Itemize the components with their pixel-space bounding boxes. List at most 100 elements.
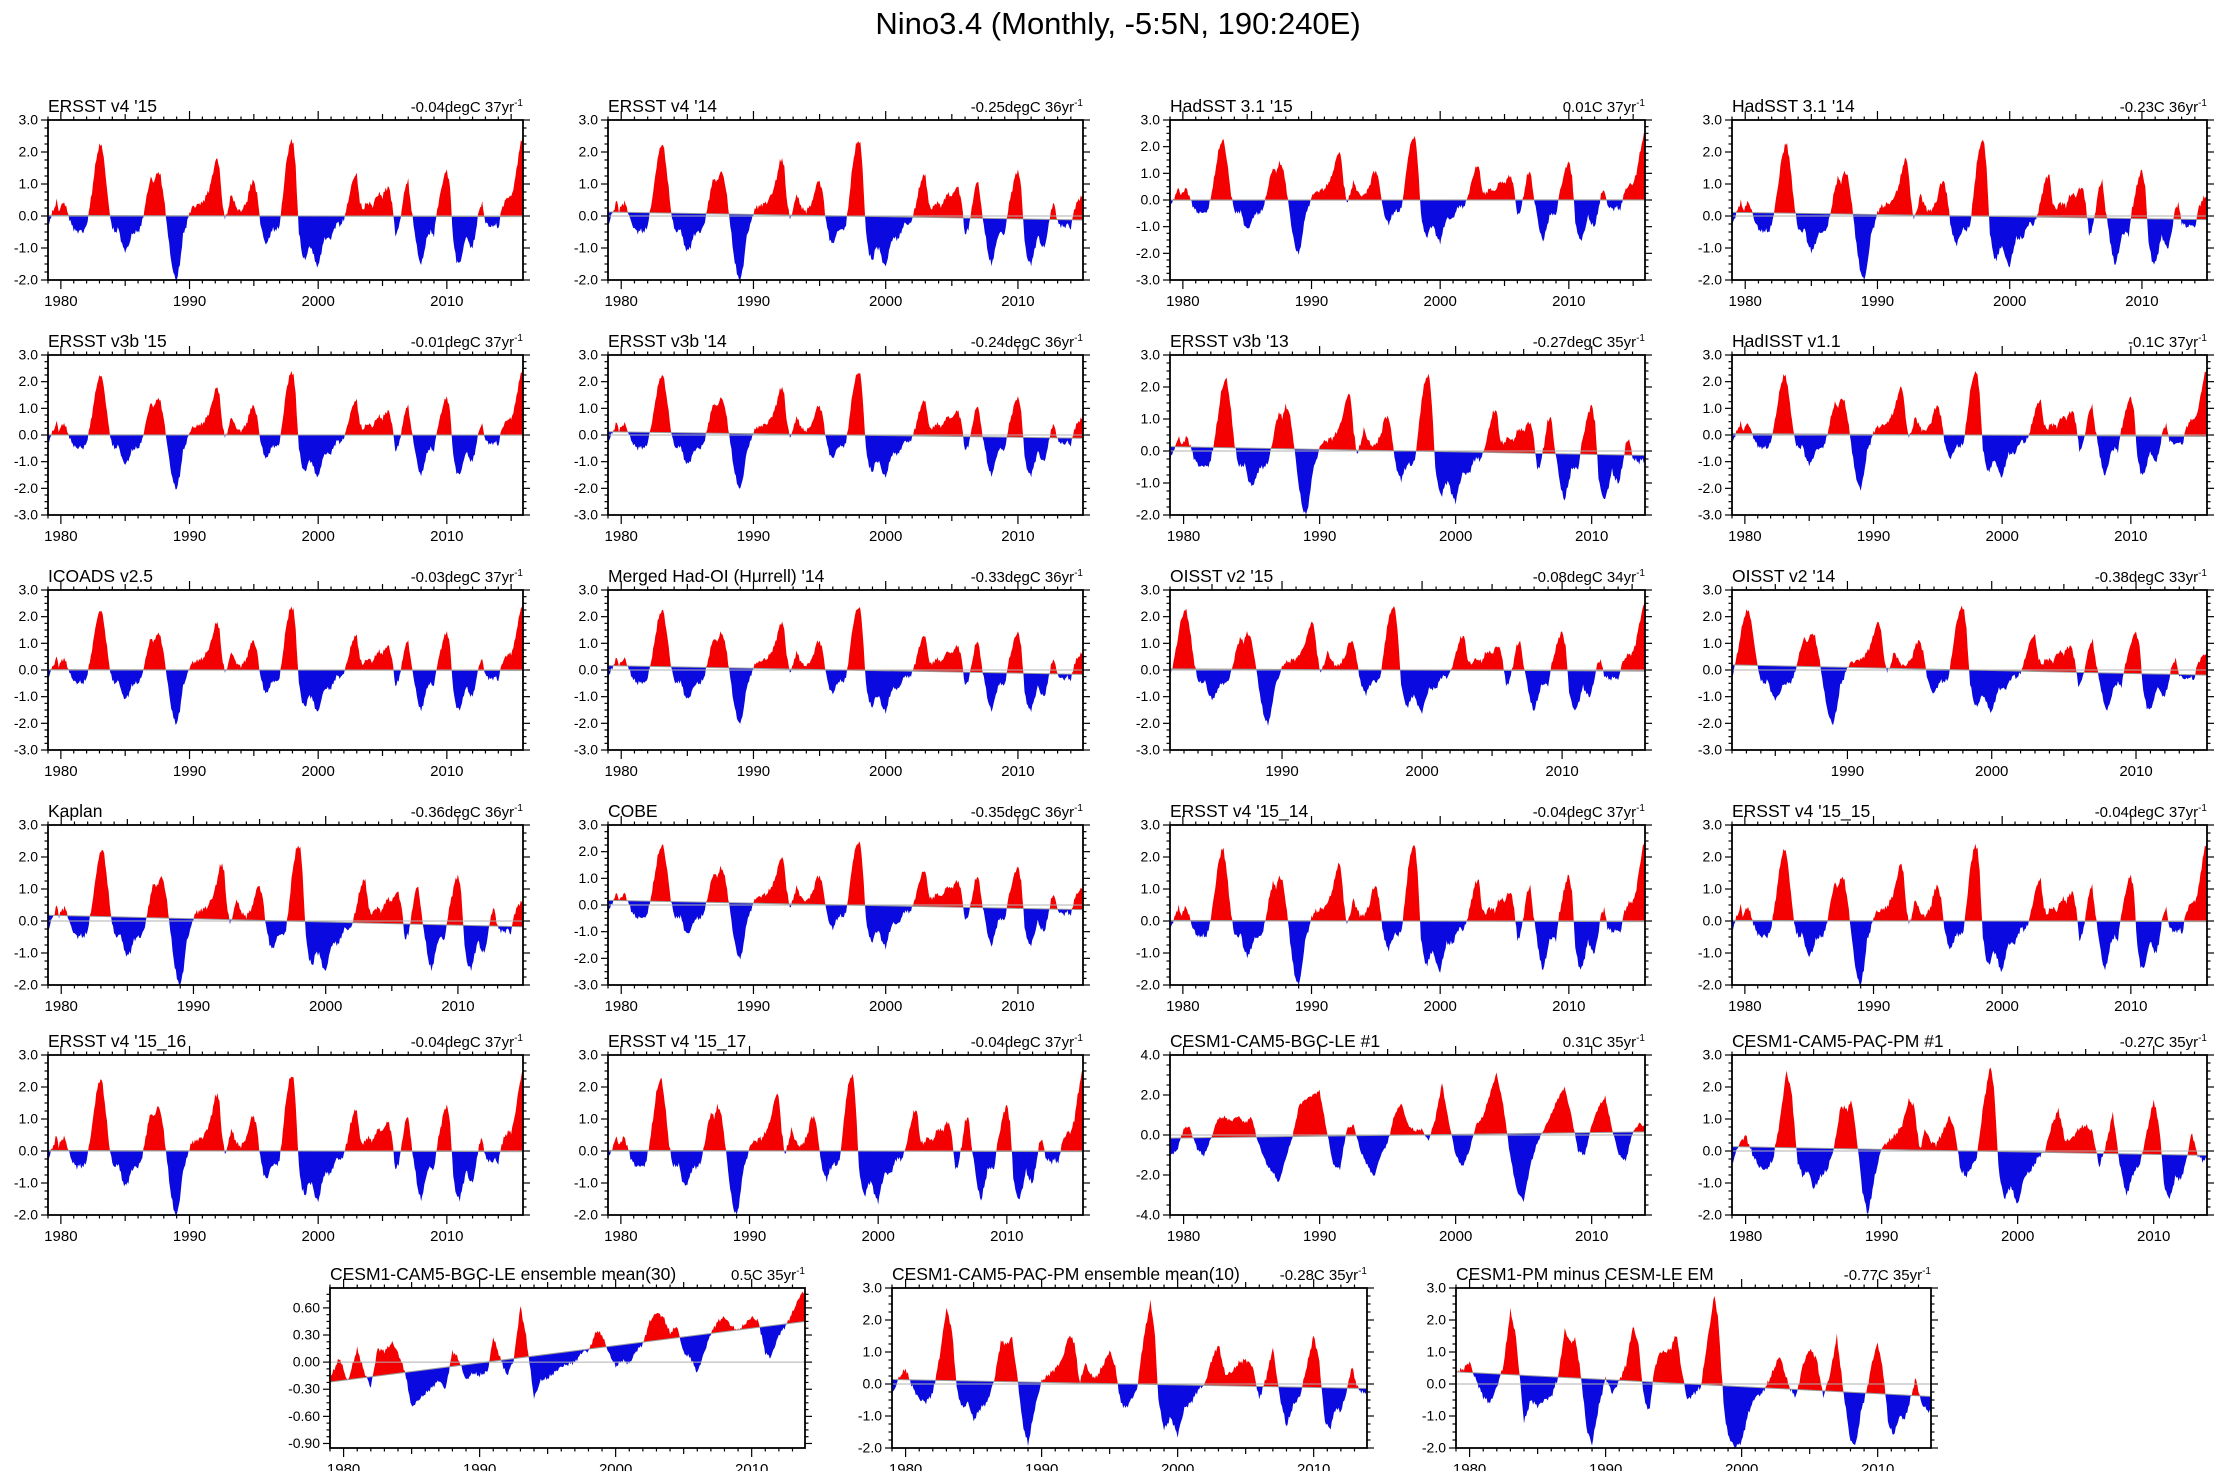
negative-anomaly-fill [1908,920,1910,925]
negative-anomaly-fill [1393,450,1417,483]
positive-anomaly-fill [2084,638,2099,673]
trend-line [329,1320,806,1383]
negative-anomaly-fill [1684,1383,1702,1400]
positive-anomaly-fill [344,634,394,671]
positive-anomaly-fill [1038,1139,1045,1152]
negative-anomaly-fill [606,1342,644,1368]
negative-anomaly-fill [109,434,144,465]
positive-anomaly-fill [1321,640,1359,670]
y-tick-label: 4.0 [1141,1047,1161,1063]
positive-anomaly-fill [1450,635,1504,671]
negative-anomaly-fill [1507,1133,1543,1203]
negative-anomaly-fill [1023,218,1050,267]
axis-ticks [601,111,1090,289]
positive-anomaly-fill [912,636,964,673]
positive-anomaly-fill [1281,622,1320,670]
positive-anomaly-fill [1347,885,1382,921]
negative-anomaly-fill [1515,921,1523,942]
y-tick-label: -1.0 [574,923,598,939]
x-tick-label: 2010 [441,998,474,1015]
negative-anomaly-fill [2168,921,2185,934]
negative-anomaly-fill [109,1150,144,1187]
x-tick-label: 2000 [1975,763,2008,780]
x-tick-label: 1990 [1025,1461,1058,1471]
negative-anomaly-fill [784,1150,787,1154]
negative-anomaly-fill [1853,214,1877,280]
positive-anomaly-fill [1381,606,1401,670]
y-tick-label: 3.0 [1141,582,1161,598]
negative-anomaly-fill [484,1151,501,1165]
negative-anomaly-fill [1287,920,1311,985]
negative-anomaly-fill [412,216,437,266]
x-tick-label: 1980 [605,293,638,310]
negative-anomaly-fill [460,1361,490,1380]
positive-anomaly-fill [1430,1083,1452,1135]
x-tick-label: 2010 [1545,763,1578,780]
panel-title: ERSST v4 '15_15 [1732,801,1870,822]
negative-anomaly-fill [728,214,754,280]
positive-anomaly-fill [1203,1345,1257,1387]
x-tick-label: 1980 [1729,293,1762,310]
negative-anomaly-fill [1603,670,1621,681]
negative-anomaly-fill [1849,920,1873,985]
positive-anomaly-fill [478,1137,485,1152]
trend-annotation: 0.31C 35yr-1 [1563,1033,1646,1051]
x-tick-label: 2000 [1439,528,1472,545]
y-tick-label: -2.0 [1136,977,1160,993]
negative-anomaly-fill [1642,1381,1653,1410]
x-tick-label: 2000 [301,528,334,545]
axis-ticks [1725,346,2214,524]
y-tick-label: 3.0 [579,582,599,598]
x-tick-label: 1980 [1167,528,1200,545]
positive-anomaly-fill [1580,404,1598,455]
positive-anomaly-fill [1006,169,1024,219]
panel-oisst-v2-14: 1990 2000 2010 -3.0 -2.0 -1.0 0.0 1.0 2.0 3.0 OISS… [1684,562,2236,799]
positive-anomaly-fill [2173,201,2182,220]
positive-anomaly-fill [2028,399,2078,436]
positive-anomaly-fill [1827,398,1850,435]
x-tick-label: 2000 [301,763,334,780]
positive-anomaly-fill [2036,174,2088,218]
positive-anomaly-fill [969,877,983,908]
axis-ticks [1725,816,2214,994]
positive-anomaly-fill [1701,1295,1723,1386]
y-tick-label: 2.0 [19,849,39,865]
trend-line [1169,446,1646,456]
x-tick-label: 2010 [990,1228,1023,1245]
positive-anomaly-fill [1624,439,1633,456]
positive-anomaly-fill [1796,633,1821,667]
positive-anomaly-fill [2084,883,2097,922]
trend-annotation: -0.33degC 36yr-1 [971,568,1084,586]
positive-anomaly-fill [500,133,523,217]
positive-anomaly-fill [650,844,671,902]
positive-anomaly-fill [1060,1070,1083,1152]
panel-canvas: 1980 1990 2000 2010 -3.0 -2.0 -1.0 0.0 1.0 2.0 3.0… [14,331,530,545]
negative-anomaly-fill [412,435,437,477]
panel-canvas: 1990 2000 2010 -3.0 -2.0 -1.0 0.0 1.0 2.0 3.0 OISS… [1136,566,1652,780]
y-tick-label: 2.0 [579,608,599,624]
y-tick-label: 2.0 [579,373,599,389]
negative-anomaly-fill [451,670,478,711]
x-tick-label: 1980 [44,528,77,545]
y-tick-label: -1.0 [574,240,598,256]
negative-anomaly-fill [1023,673,1050,713]
negative-anomaly-fill [2096,435,2121,476]
x-tick-label: 2000 [869,293,902,310]
x-tick-label: 2010 [1001,293,1034,310]
x-tick-label: 1990 [733,1228,766,1245]
negative-anomaly-fill [1420,199,1467,245]
positive-anomaly-fill [753,386,790,435]
positive-anomaly-fill [1292,1089,1328,1137]
negative-anomaly-fill [229,919,232,925]
x-tick-label: 1980 [605,763,638,780]
panel-cesm1-cam5-pac-pm-ensemble-mean-10: 1980 1990 2000 2010 -2.0 -1.0 0.0 1.0 2.0 3.0 CESM… [844,1260,1396,1471]
positive-anomaly-fill [1949,605,1970,670]
y-tick-label: 0.0 [1703,427,1723,443]
trend-line [47,1149,524,1153]
x-tick-label: 2010 [430,528,463,545]
positive-anomaly-fill [1964,371,1983,436]
positive-anomaly-fill [711,1316,737,1334]
positive-anomaly-fill [344,1109,394,1152]
positive-anomaly-fill [1302,1335,1322,1388]
y-tick-label: 2.0 [579,144,599,160]
